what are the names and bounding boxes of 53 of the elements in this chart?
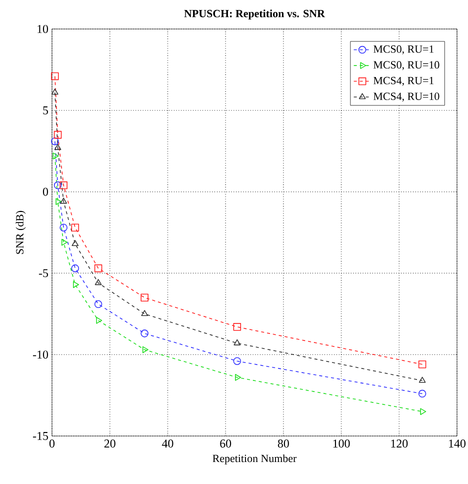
point	[60, 181, 68, 190]
point	[233, 323, 242, 331]
point	[51, 137, 59, 146]
point	[52, 152, 59, 160]
point	[94, 264, 102, 272]
point	[94, 279, 102, 286]
y-tick-label: -15	[32, 432, 48, 440]
y-tick-label: 5	[43, 106, 48, 114]
point	[140, 330, 148, 338]
point	[54, 144, 62, 150]
point	[94, 300, 102, 308]
point	[418, 376, 426, 383]
point	[60, 198, 67, 204]
point	[51, 72, 59, 80]
point	[56, 198, 62, 205]
y-axis-title: SNR (dB)	[16, 210, 26, 254]
legend-label: MCS0, RU=1	[374, 45, 434, 54]
legend-label: MCS4, RU=1	[374, 76, 434, 86]
y-tick-label: -5	[38, 269, 48, 278]
x-axis-title: Repetition Number	[212, 454, 297, 464]
point	[54, 181, 62, 190]
legend-label: MCS4, RU=10	[374, 92, 440, 102]
point	[141, 310, 148, 316]
legend-label: MCS0, RU=10	[374, 61, 440, 70]
x-tick-label: 0	[49, 440, 55, 448]
point	[420, 408, 426, 415]
x-tick-label: 20	[104, 440, 116, 448]
x-tick-label: 140	[449, 440, 466, 448]
point	[54, 130, 62, 139]
point	[71, 264, 80, 272]
x-tick-label: 100	[333, 440, 350, 448]
y-tick-label: -10	[32, 350, 48, 359]
point	[418, 390, 426, 398]
x-tick-label: 120	[391, 440, 408, 448]
point	[72, 240, 79, 246]
x-tick-label: 60	[220, 440, 232, 448]
point	[140, 294, 148, 302]
point	[71, 224, 80, 232]
x-tick-label: 40	[162, 440, 174, 448]
point	[61, 238, 68, 246]
y-tick-label: 10	[38, 24, 48, 34]
point	[73, 281, 80, 288]
y-tick-label: 0	[42, 188, 48, 196]
chart-title: NPUSCH: Repetition vs. SNR	[184, 10, 326, 20]
point	[96, 316, 102, 324]
point	[60, 224, 68, 232]
point	[233, 357, 242, 365]
point	[418, 360, 426, 368]
point	[51, 88, 58, 95]
point	[142, 346, 148, 354]
point	[234, 339, 241, 346]
x-tick-label: 80	[278, 440, 289, 448]
point	[235, 374, 242, 381]
